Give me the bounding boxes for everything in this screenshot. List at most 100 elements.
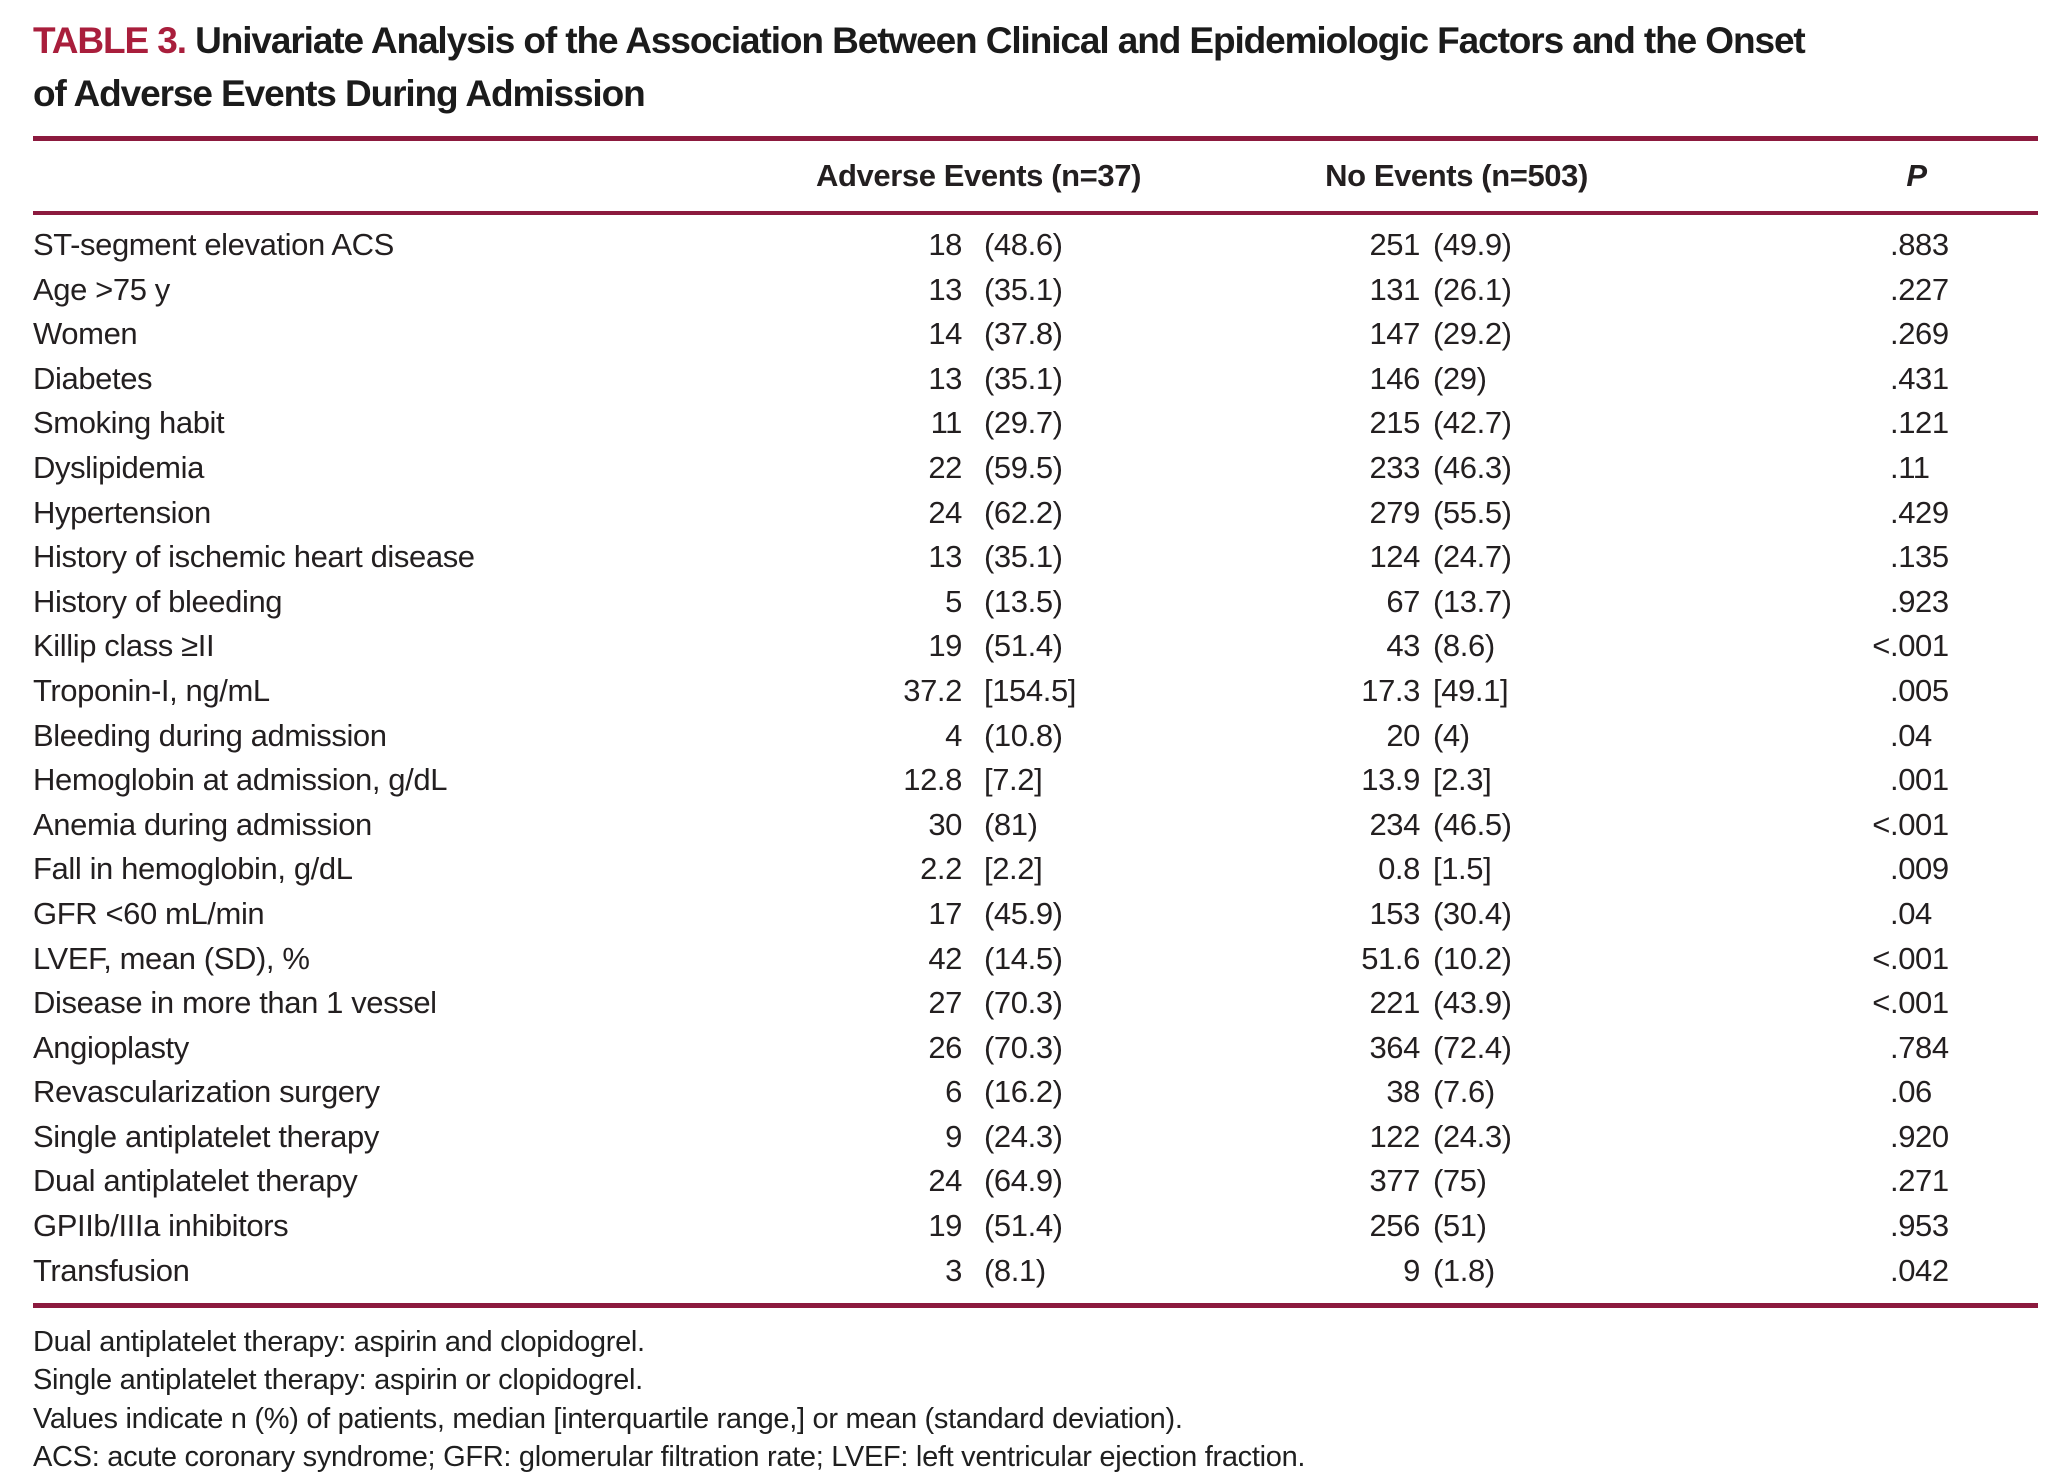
p-value-comparator	[1673, 1026, 1890, 1071]
no-events-pct-value: (30.4)	[1433, 895, 1512, 931]
adverse-events-n-value: 30	[928, 806, 962, 842]
table-row: Dyslipidemia 22 (59.5) 233 (46.3) .11	[33, 446, 2038, 491]
no-events-n-value: 20	[1386, 717, 1420, 753]
table-row: Troponin-I, ng/mL 37.2 [154.5] 17.3 [49.…	[33, 669, 2038, 714]
p-value-comparator	[1673, 446, 1890, 491]
adverse-events-n-value: 3	[945, 1252, 962, 1288]
p-value: .269	[1673, 312, 2038, 357]
adverse-events-pct-value: (70.3)	[984, 985, 1063, 1021]
row-label: Women	[33, 316, 138, 352]
row-label: Disease in more than 1 vessel	[33, 985, 437, 1021]
p-value-number: .920	[1890, 1118, 1949, 1154]
table-row: Age >75 y 13 (35.1) 131 (26.1) .227	[33, 268, 2038, 313]
p-value: .784	[1673, 1026, 2038, 1071]
adverse-events-n-value: 17	[928, 895, 962, 931]
p-value: < .001	[1673, 624, 2038, 669]
footnote-values-legend: Values indicate n (%) of patients, media…	[33, 1402, 1183, 1435]
adverse-events-pct-value: (37.8)	[984, 316, 1063, 352]
p-value-comparator	[1673, 892, 1890, 937]
column-header-adverse-events: Adverse Events (n=37)	[815, 158, 1141, 193]
p-value: .042	[1673, 1249, 2038, 1294]
p-value-comparator	[1673, 268, 1890, 313]
adverse-events-pct-value: (8.1)	[984, 1252, 1046, 1288]
p-value: .06	[1673, 1070, 2038, 1115]
no-events-pct-value: (43.9)	[1433, 985, 1512, 1021]
no-events-n-value: 233	[1369, 449, 1420, 485]
adverse-events-pct-value: (35.1)	[984, 360, 1063, 396]
p-value-number: .001	[1890, 628, 1949, 664]
no-events-n-value: 9	[1403, 1252, 1420, 1288]
row-label: Killip class ≥II	[33, 628, 215, 664]
table-row: GPIIb/IIIa inhibitors 19 (51.4) 256 (51)…	[33, 1204, 2038, 1249]
p-value-number: .001	[1890, 940, 1949, 976]
adverse-events-n-value: 42	[928, 940, 962, 976]
p-value: .429	[1673, 491, 2038, 536]
table-row: History of ischemic heart disease 13 (35…	[33, 535, 2038, 580]
no-events-pct-value: (29)	[1433, 360, 1487, 396]
adverse-events-n-value: 26	[928, 1029, 962, 1065]
adverse-events-pct-value: [7.2]	[984, 762, 1043, 798]
p-value-comparator	[1673, 223, 1890, 268]
row-label: GPIIb/IIIa inhibitors	[33, 1208, 289, 1244]
table-row: Transfusion 3 (8.1) 9 (1.8) .042	[33, 1249, 2038, 1294]
table-row: Fall in hemoglobin, g/dL 2.2 [2.2] 0.8 […	[33, 847, 2038, 892]
no-events-n-value: 124	[1369, 539, 1420, 575]
footnote-abbreviations: ACS: acute coronary syndrome; GFR: glome…	[33, 1440, 1306, 1473]
p-value-number: .269	[1890, 316, 1949, 352]
adverse-events-pct-value: [154.5]	[984, 672, 1077, 708]
adverse-events-n-value: 13	[928, 360, 962, 396]
p-value: < .001	[1673, 803, 2038, 848]
table-row: History of bleeding 5 (13.5) 67 (13.7) .…	[33, 580, 2038, 625]
table-row: Angioplasty 26 (70.3) 364 (72.4) .784	[33, 1026, 2038, 1071]
row-label: Revascularization surgery	[33, 1074, 380, 1110]
p-value-number: .135	[1890, 539, 1949, 575]
no-events-n-value: 377	[1369, 1163, 1420, 1199]
no-events-pct-value: (49.9)	[1433, 227, 1512, 262]
no-events-n-value: 215	[1369, 405, 1420, 441]
table-figure: TABLE 3. Univariate Analysis of the Asso…	[33, 14, 2038, 1476]
adverse-events-pct-value: (48.6)	[984, 227, 1063, 262]
no-events-pct-value: [1.5]	[1433, 851, 1492, 887]
p-value-number: .11	[1890, 449, 1930, 485]
adverse-events-pct-value: (51.4)	[984, 1208, 1063, 1244]
no-events-n-value: 364	[1369, 1029, 1420, 1065]
p-value-comparator	[1673, 1204, 1890, 1249]
title-text-line1: Univariate Analysis of the Association B…	[195, 20, 1806, 61]
row-label: Troponin-I, ng/mL	[33, 672, 270, 708]
p-value: < .001	[1673, 937, 2038, 982]
table-row: Disease in more than 1 vessel 27 (70.3) …	[33, 981, 2038, 1026]
row-label: Fall in hemoglobin, g/dL	[33, 851, 353, 887]
adverse-events-pct-value: (51.4)	[984, 628, 1063, 664]
p-value-comparator	[1673, 491, 1890, 536]
table-row: Smoking habit 11 (29.7) 215 (42.7) .121	[33, 401, 2038, 446]
title-text-line2: of Adverse Events During Admission	[33, 73, 646, 114]
table-row: Hypertension 24 (62.2) 279 (55.5) .429	[33, 491, 2038, 536]
no-events-n-value: 234	[1369, 806, 1420, 842]
p-value-comparator	[1673, 401, 1890, 446]
adverse-events-pct-value: (29.7)	[984, 405, 1063, 441]
table-row: Women 14 (37.8) 147 (29.2) .269	[33, 312, 2038, 357]
p-value-comparator	[1673, 357, 1890, 402]
no-events-pct-value: (26.1)	[1433, 271, 1512, 307]
no-events-pct-value: (51)	[1433, 1208, 1487, 1244]
adverse-events-n-value: 14	[928, 316, 962, 352]
p-value: .04	[1673, 714, 2038, 759]
header-rule-divider	[33, 211, 2038, 215]
adverse-events-pct-value: (16.2)	[984, 1074, 1063, 1110]
row-label: Smoking habit	[33, 405, 225, 441]
no-events-n-value: 13.9	[1361, 762, 1420, 798]
no-events-n-value: 17.3	[1361, 672, 1420, 708]
p-value-comparator	[1673, 669, 1890, 714]
p-value-comparator	[1673, 847, 1890, 892]
adverse-events-pct-value: (14.5)	[984, 940, 1063, 976]
p-value-number: .121	[1890, 405, 1949, 441]
no-events-pct-value: [49.1]	[1433, 672, 1509, 708]
adverse-events-n-value: 13	[928, 271, 962, 307]
footnote-dual-antiplatelet: Dual antiplatelet therapy: aspirin and c…	[33, 1326, 645, 1359]
footnote-single-antiplatelet: Single antiplatelet therapy: aspirin or …	[33, 1364, 643, 1397]
adverse-events-n-value: 6	[945, 1074, 962, 1110]
p-value-comparator	[1673, 1159, 1890, 1204]
table-row: Hemoglobin at admission, g/dL 12.8 [7.2]…	[33, 758, 2038, 803]
row-label: History of ischemic heart disease	[33, 539, 475, 575]
no-events-n-value: 122	[1369, 1118, 1420, 1154]
